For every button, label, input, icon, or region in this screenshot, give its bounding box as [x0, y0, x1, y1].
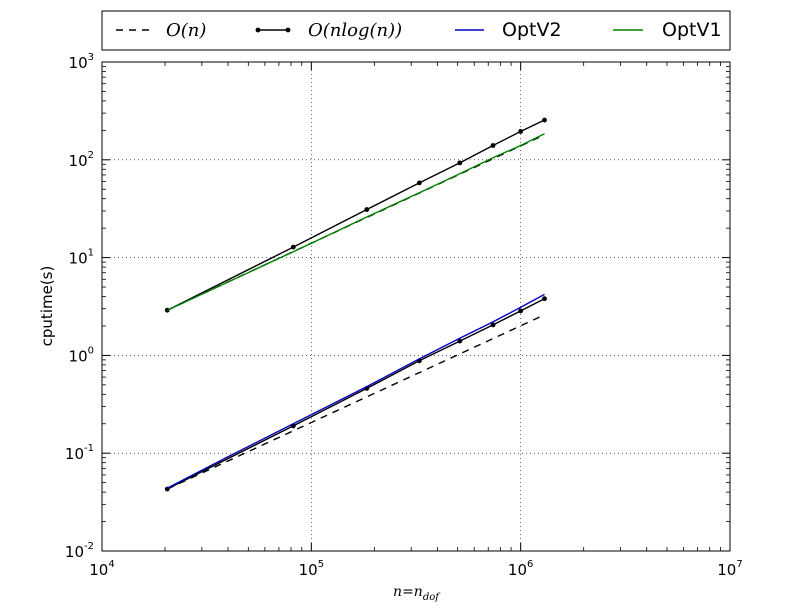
x-tick-label-exp: 5 — [318, 559, 324, 570]
y-tick-label-base: 10 — [65, 543, 84, 561]
x-axis-label-subbase: n — [414, 584, 423, 600]
x-tick-label: 105 — [299, 559, 324, 579]
legend-label-optv1: OptV1 — [662, 19, 722, 41]
x-axis-label-main: n — [393, 584, 402, 600]
x-tick-label: 106 — [508, 559, 533, 579]
y-tick-label: 10-2 — [65, 541, 94, 561]
y-tick-label-exp: 1 — [88, 248, 94, 259]
grid — [102, 62, 730, 551]
series-layer — [164, 117, 547, 492]
series-line-optv1-5 — [167, 133, 545, 311]
ticks — [101, 61, 731, 552]
x-tick-label-exp: 7 — [736, 559, 742, 570]
x-tick-label-base: 10 — [508, 561, 527, 579]
series-point-o-nlog-n — [542, 117, 547, 123]
legend-label-on: O(n) — [166, 20, 206, 41]
series-point-o-nlog-n — [518, 308, 524, 314]
y-tick-label-exp: -2 — [84, 541, 94, 552]
x-tick-label-base: 10 — [717, 561, 736, 579]
x-tick-label: 104 — [89, 559, 114, 579]
y-tick-label-base: 10 — [69, 250, 88, 268]
y-axis-label: cputime(s) — [38, 266, 56, 347]
y-tick-label-exp: 2 — [88, 150, 94, 161]
x-axis-label-eq: = — [402, 584, 414, 600]
series-point-o-nlog-n — [364, 207, 370, 212]
series-point-o-nlog-n — [518, 129, 524, 134]
y-tick-label-base: 10 — [69, 152, 88, 170]
x-axis-label: n=ndof — [393, 584, 441, 603]
y-tick-label-exp: 0 — [88, 345, 94, 356]
legend: O(n) O(nlog(n)) OptV2 OptV1 — [101, 10, 731, 51]
x-axis-label-sub: dof — [423, 592, 441, 603]
x-tick-label-exp: 4 — [108, 559, 114, 570]
series-point-o-nlog-n — [490, 322, 496, 328]
series-line-o-n-0 — [167, 314, 545, 490]
series-line-optv2-4 — [166, 293, 545, 489]
y-tick-label: 102 — [69, 150, 94, 170]
series-line-o-nlog-n-3 — [166, 119, 545, 311]
series-line-o-nlog-n-1 — [166, 298, 545, 490]
legend-marker-onlogn-end — [285, 27, 291, 33]
y-tick-label-base: 10 — [65, 445, 84, 463]
legend-label-optv2: OptV2 — [502, 19, 562, 41]
y-tick-label: 101 — [69, 248, 94, 268]
x-tick-label-base: 10 — [89, 561, 108, 579]
series-point-o-nlog-n — [290, 244, 296, 250]
legend-marker-onlogn-start — [255, 27, 261, 33]
x-tick-label: 107 — [717, 559, 742, 579]
y-tick-label: 103 — [69, 52, 94, 72]
y-tick-label-base: 10 — [69, 54, 88, 72]
y-tick-label-exp: 3 — [88, 52, 94, 63]
legend-label-onlogn: O(nlog(n)) — [308, 20, 402, 41]
series-point-o-nlog-n — [457, 338, 463, 344]
y-tick-label: 100 — [69, 345, 94, 365]
x-tick-label-base: 10 — [299, 561, 318, 579]
y-tick-label-exp: -1 — [84, 443, 94, 454]
series-point-o-nlog-n — [490, 143, 496, 148]
series-point-o-nlog-n — [457, 160, 463, 166]
plot-frame — [101, 61, 731, 552]
series-point-o-nlog-n — [542, 296, 547, 302]
y-tick-label: 10-1 — [65, 443, 94, 463]
x-tick-label-exp: 6 — [527, 559, 533, 570]
series-point-o-nlog-n — [416, 180, 422, 186]
y-tick-label-base: 10 — [69, 347, 88, 365]
